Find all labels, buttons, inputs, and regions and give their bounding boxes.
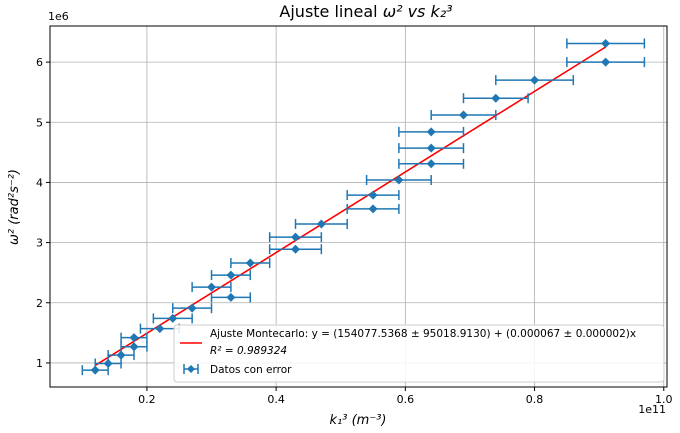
y-tick-label: 5: [36, 116, 43, 129]
y-multiplier: 1e6: [48, 10, 69, 23]
x-tick-label: 1.0: [655, 393, 673, 406]
y-axis-label: ω² (rad²s⁻²): [7, 169, 22, 245]
point-marker: [155, 324, 165, 334]
point-marker: [458, 110, 468, 120]
point-marker: [394, 175, 404, 185]
fit-line-group: [94, 46, 607, 367]
point-marker: [226, 292, 236, 302]
y-tick-label: 4: [36, 176, 43, 189]
legend-errorbar-swatch: [183, 364, 199, 374]
chart-title-text: Ajuste lineal: [279, 2, 382, 21]
point-marker: [90, 365, 100, 375]
data-point: [268, 232, 323, 243]
point-marker: [129, 342, 139, 352]
point-marker: [103, 359, 113, 369]
data-point: [120, 341, 148, 352]
x-tick-label: 0.4: [267, 393, 285, 406]
data-points: [81, 38, 646, 376]
point-marker: [368, 204, 378, 214]
point-marker: [491, 93, 501, 103]
data-point: [462, 93, 529, 104]
x-tick-label: 0.2: [138, 393, 156, 406]
data-point: [346, 203, 400, 214]
data-point: [268, 244, 323, 255]
point-marker: [426, 159, 436, 169]
point-marker: [187, 303, 197, 313]
data-point: [210, 292, 252, 303]
point-marker: [291, 244, 301, 254]
axes-frame: [49, 25, 668, 388]
data-point: [398, 126, 465, 137]
data-point: [430, 110, 497, 121]
x-axis-label: k₁³ (m⁻³): [330, 413, 387, 428]
data-point: [230, 258, 271, 269]
fit-line: [94, 46, 607, 367]
point-marker: [291, 232, 301, 242]
data-point: [94, 358, 122, 369]
x-tick-label: 0.8: [526, 393, 544, 406]
point-marker: [426, 143, 436, 153]
data-point: [566, 38, 646, 49]
legend-data-label: Datos con error: [210, 364, 292, 376]
point-marker: [129, 333, 139, 343]
data-point: [495, 75, 575, 86]
y-tick-label: 6: [36, 56, 43, 69]
data-point: [365, 175, 432, 186]
point-marker: [168, 313, 178, 323]
data-point: [191, 282, 232, 293]
data-point: [566, 57, 646, 68]
point-marker: [245, 258, 255, 268]
y-tick-label: 1: [36, 357, 43, 370]
y-ticks: 1 2 3 4 5 6: [36, 56, 50, 370]
data-point: [398, 143, 465, 154]
point-marker: [368, 190, 378, 200]
data-point: [172, 303, 213, 314]
point-marker: [226, 270, 236, 280]
point-marker: [316, 219, 326, 229]
legend: Ajuste Montecarlo: y = (154077.5368 ± 95…: [173, 324, 665, 383]
data-point: [107, 350, 135, 361]
data-point: [294, 218, 348, 229]
data-point: [346, 190, 400, 201]
point-marker: [426, 127, 436, 137]
chart-title: Ajuste lineal ω² vs k₂³: [279, 2, 452, 21]
point-marker: [207, 282, 217, 292]
legend-r2-label: R² = 0.989324: [210, 345, 287, 357]
data-point: [398, 158, 465, 169]
point-marker: [601, 38, 611, 48]
x-ticks: 0.2 0.4 0.6 0.8 1.0: [138, 387, 673, 406]
data-point: [120, 332, 148, 343]
x-tick-label: 0.6: [397, 393, 415, 406]
y-tick-label: 2: [36, 297, 43, 310]
data-point: [152, 313, 193, 324]
data-point: [210, 270, 252, 281]
point-marker: [601, 57, 611, 67]
point-marker: [116, 350, 126, 360]
legend-fit-label: Ajuste Montecarlo: y = (154077.5368 ± 95…: [210, 328, 636, 340]
x-multiplier: 1e11: [638, 403, 666, 416]
y-tick-label: 3: [36, 237, 43, 250]
chart-title-math: ω² vs k₂³: [383, 2, 453, 21]
point-marker: [530, 75, 540, 85]
legend-box: [173, 324, 665, 383]
